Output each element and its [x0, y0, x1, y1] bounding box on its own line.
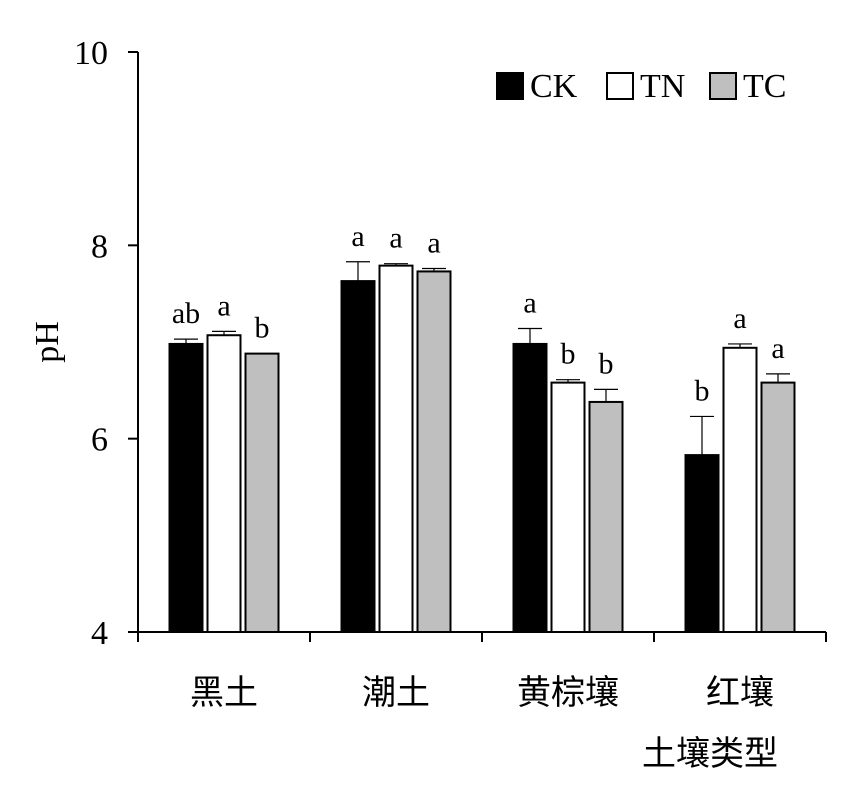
bar	[206, 334, 242, 633]
x-axis-title: 土壤类型	[642, 735, 778, 773]
legend-swatch	[606, 72, 634, 100]
significance-label: ab	[172, 297, 200, 330]
x-category-label: 黄棕壤	[517, 674, 619, 712]
bar	[588, 400, 624, 633]
bar	[416, 270, 452, 633]
legend-swatch	[496, 72, 524, 100]
bar	[512, 342, 548, 633]
y-tick-label: 10	[74, 35, 108, 72]
significance-label: b	[599, 347, 614, 380]
legend-label: TC	[743, 68, 786, 105]
error-bars	[174, 261, 790, 456]
significance-label: a	[771, 332, 784, 365]
legend: CK TN TC	[496, 68, 786, 105]
bar	[168, 342, 204, 633]
bar	[722, 346, 758, 633]
significance-label: b	[255, 312, 270, 345]
y-tick-label: 6	[91, 422, 108, 459]
significance-label: a	[523, 286, 536, 319]
x-category-label: 红壤	[706, 674, 774, 712]
y-tick-label: 8	[91, 228, 108, 265]
legend-swatch	[709, 72, 737, 100]
significance-label: a	[733, 302, 746, 335]
x-category-label: 黑土	[190, 675, 258, 712]
significance-label: a	[389, 222, 402, 255]
y-tick-label: 4	[91, 615, 108, 652]
x-category-label: 潮土	[362, 675, 430, 712]
bar-series	[168, 264, 796, 633]
bar	[760, 381, 796, 633]
y-axis-title: pH	[29, 321, 66, 363]
significance-label: a	[427, 227, 440, 260]
legend-label: TN	[640, 68, 685, 105]
bar	[244, 352, 280, 633]
significance-label: a	[217, 289, 230, 322]
significance-label: b	[695, 374, 710, 407]
significance-label: b	[561, 338, 576, 371]
significance-label: a	[351, 220, 364, 253]
bar	[550, 381, 586, 633]
bar	[340, 280, 376, 633]
bar	[684, 454, 720, 633]
bar	[378, 264, 414, 633]
legend-label: CK	[530, 68, 578, 105]
